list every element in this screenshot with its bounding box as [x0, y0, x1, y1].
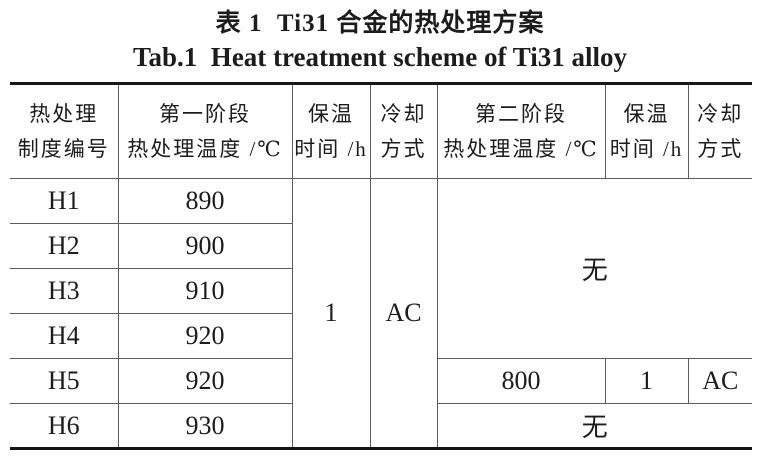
stage2-none-cell: 无: [436, 403, 752, 449]
col-header-stage2-temp-line2: 热处理温度 /℃: [443, 136, 599, 161]
col-header-stage2-hold: 保温 时间 /h: [604, 83, 689, 179]
table-row-h6: H6 930 无: [10, 403, 752, 449]
table-row-h3: H3 910: [10, 268, 752, 314]
col-header-stage2-hold-line1: 保温: [623, 101, 670, 126]
col-header-stage2-cool-line2: 方式: [697, 136, 744, 161]
stage1-temp-cell: 890: [117, 178, 293, 224]
stage2-none-merged-cell: 无: [436, 178, 752, 359]
stage1-temp-cell: 910: [117, 268, 293, 314]
stage2-temp-cell: 800: [436, 358, 606, 404]
col-header-stage1-hold: 保温 时间 /h: [291, 83, 371, 179]
col-header-stage1-cool-line2: 方式: [380, 136, 427, 161]
stage2-cool-cell: AC: [687, 358, 752, 404]
stage1-hold-merged-cell: 1: [291, 178, 371, 449]
row-id-cell: H5: [10, 358, 119, 404]
row-id-cell: H6: [10, 403, 119, 449]
stage1-cool-merged-cell: AC: [369, 178, 438, 449]
row-id-cell: H2: [10, 223, 119, 269]
table-caption-en: Tab.1 Heat treatment scheme of Ti31 allo…: [133, 42, 627, 72]
stage1-temp-cell: 920: [117, 313, 293, 359]
col-header-scheme-id-line1: 热处理: [29, 101, 99, 126]
col-header-stage1-temp-line1: 第一阶段: [159, 101, 251, 126]
row-id-cell: H3: [10, 268, 119, 314]
stage1-temp-cell: 930: [117, 403, 293, 449]
col-header-stage1-temp: 第一阶段 热处理温度 /℃: [117, 83, 293, 179]
col-header-stage2-temp-line1: 第二阶段: [475, 101, 567, 126]
table-row-h1: H1 890 1 AC 无: [10, 178, 752, 449]
stage1-temp-cell: 920: [117, 358, 293, 404]
header-row: 热处理 制度编号 第一阶段 热处理温度 /℃ 保温 时间 /h 冷却 方式 第二…: [10, 83, 752, 179]
table-row-h2: H2 900: [10, 223, 752, 269]
row-id-cell: H4: [10, 313, 119, 359]
col-header-stage2-temp: 第二阶段 热处理温度 /℃: [436, 83, 606, 179]
col-header-stage2-cool: 冷却 方式: [687, 83, 752, 179]
col-header-scheme-id-line2: 制度编号: [17, 136, 110, 161]
stage2-hold-cell: 1: [604, 358, 689, 404]
heat-treatment-table: 热处理 制度编号 第一阶段 热处理温度 /℃ 保温 时间 /h 冷却 方式 第二…: [10, 82, 752, 450]
table-row-h5: H5 920 800 1 AC: [10, 358, 752, 404]
col-header-stage1-cool: 冷却 方式: [369, 83, 438, 179]
col-header-stage2-cool-line1: 冷却: [697, 101, 744, 126]
col-header-stage1-cool-line1: 冷却: [380, 101, 427, 126]
col-header-stage1-hold-line1: 保温: [308, 101, 354, 126]
col-header-scheme-id: 热处理 制度编号: [10, 83, 119, 179]
table-row-h4: H4 920: [10, 313, 752, 359]
row-id-cell: H1: [10, 178, 119, 224]
col-header-stage2-hold-line2: 时间 /h: [609, 136, 684, 161]
table-caption-zh: 表 1 Ti31 合金的热处理方案: [215, 10, 545, 37]
stage1-temp-cell: 900: [117, 223, 293, 269]
col-header-stage1-temp-line2: 热处理温度 /℃: [127, 136, 283, 161]
col-header-stage1-hold-line2: 时间 /h: [294, 136, 368, 161]
